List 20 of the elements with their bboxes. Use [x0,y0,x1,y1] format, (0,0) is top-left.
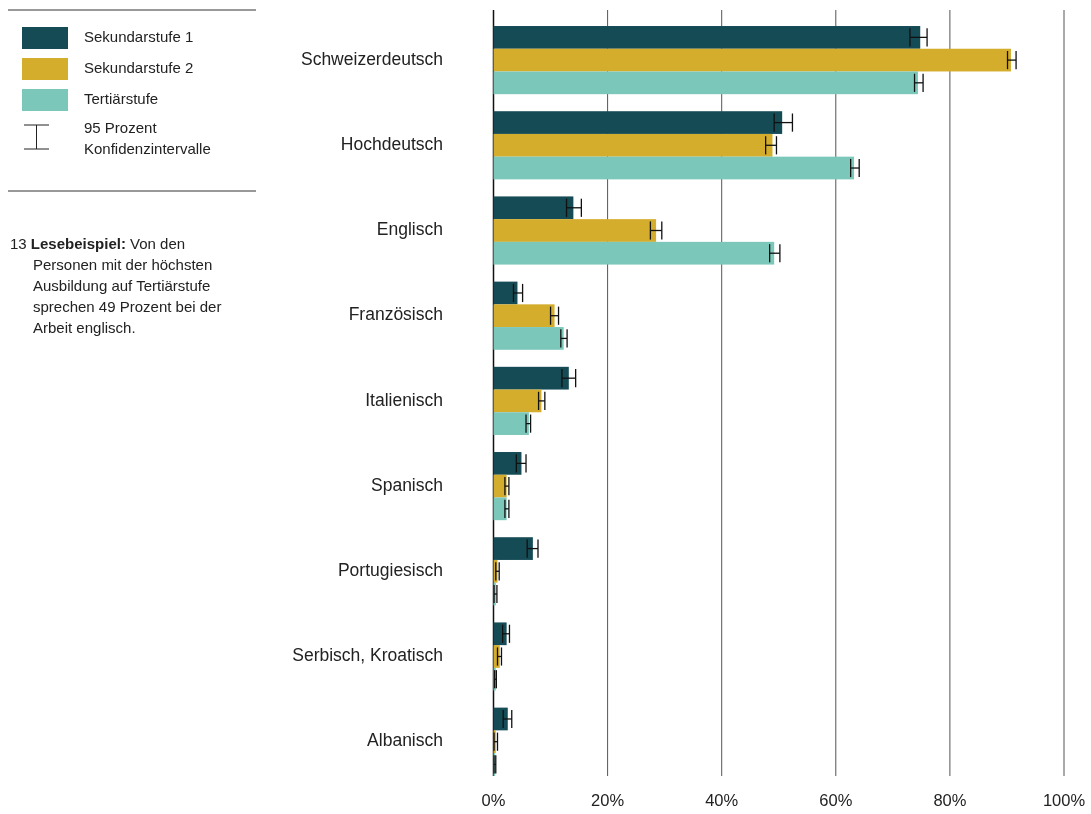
x-tick-label: 0% [481,791,506,809]
x-tick-label: 20% [591,791,625,809]
y-tick-label: Spanisch [371,474,443,495]
y-tick-label: Serbisch, Kroatisch [292,645,443,666]
x-tick-label: 100% [1042,791,1086,809]
y-tick-label: Schweizerdeutsch [300,48,443,69]
text: 95 Prozent Konfidenzintervalle [84,118,211,157]
x-tick-label: 60% [819,791,853,809]
y-tick-label: Italienisch [365,389,443,410]
legend-label: Tertiärstufe [84,89,159,107]
y-tick-label: Hochdeutsch [340,133,443,154]
y-tick-label: Portugiesisch [337,559,443,580]
legend-label: Sekundarstufe 2 [84,58,194,76]
y-tick-label: Französisch [348,304,443,325]
y-tick-label: Albanisch [367,730,443,751]
legend-label: Sekundarstufe 1 [84,27,194,45]
text: 13 Lesebeispiel: Von den Personen mit der höchsten Ausbildung auf Tertiärstufe sprechen 49 Prozent bei der Arbeit englisch. [10,234,222,336]
y-tick-label: Englisch [376,219,443,240]
x-tick-label: 80% [933,791,967,809]
x-tick-label: 40% [705,791,739,809]
